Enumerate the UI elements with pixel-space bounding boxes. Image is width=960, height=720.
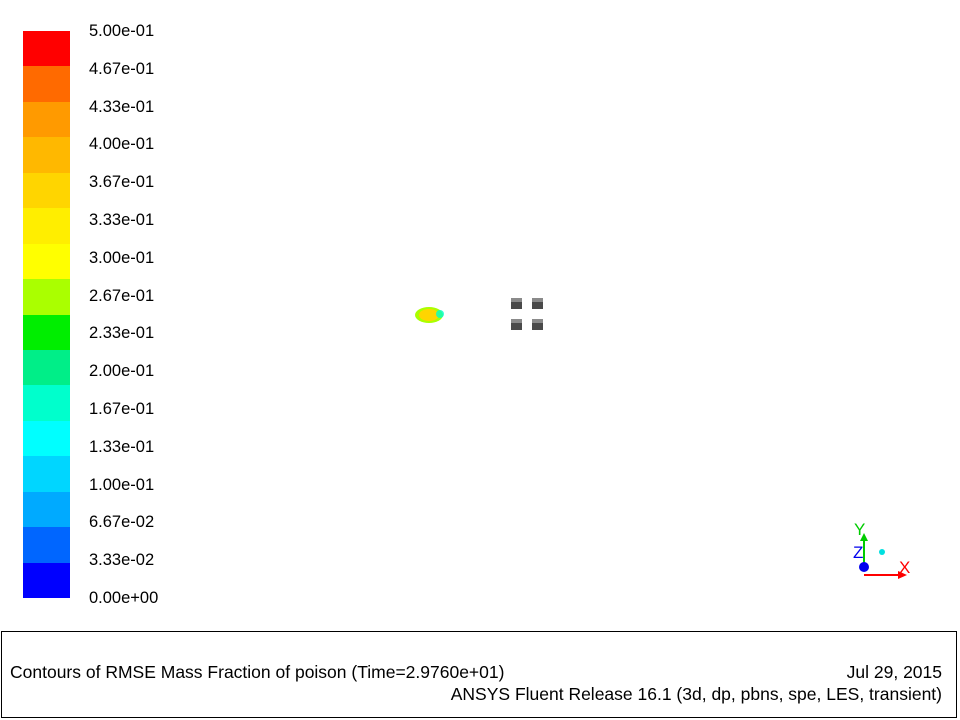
colormap-segment bbox=[23, 66, 70, 102]
plot-date: Jul 29, 2015 bbox=[846, 662, 942, 682]
colormap-tick-label: 5.00e-01 bbox=[89, 22, 155, 40]
obstacle-block-top bbox=[511, 298, 522, 302]
plume-contour bbox=[415, 307, 444, 323]
colormap-tick-label: 6.67e-02 bbox=[89, 513, 155, 532]
colormap-tick-label: 4.67e-01 bbox=[89, 59, 155, 78]
colormap-tick-label: 3.00e-01 bbox=[89, 248, 155, 267]
x-axis-arrowhead bbox=[898, 571, 907, 579]
colormap-segment bbox=[23, 349, 70, 386]
release-info: ANSYS Fluent Release 16.1 (3d, dp, pbns,… bbox=[450, 684, 942, 704]
colormap-tick-label: 2.00e-01 bbox=[89, 362, 155, 381]
colormap-tick-label: 2.67e-01 bbox=[89, 286, 155, 305]
colormap-tick-label: 4.00e-01 bbox=[89, 135, 155, 154]
z-axis-label: Z bbox=[853, 543, 863, 562]
colormap-segment bbox=[23, 279, 70, 315]
obstacle-block bbox=[511, 298, 522, 309]
z-axis-dot bbox=[859, 562, 869, 572]
obstacle-block bbox=[511, 319, 522, 330]
obstacle-block-top bbox=[511, 319, 522, 323]
colormap-segment bbox=[23, 172, 70, 209]
axis-triad: Y Z X bbox=[853, 520, 910, 579]
colormap-tick-label: 1.67e-01 bbox=[89, 400, 155, 418]
colormap-segment bbox=[23, 243, 70, 280]
y-axis-arrowhead bbox=[860, 533, 868, 541]
obstacle-block-top bbox=[532, 298, 543, 302]
colormap-legend bbox=[23, 31, 70, 598]
colormap-segment bbox=[23, 208, 70, 244]
plume-edge-contour bbox=[436, 310, 444, 318]
colormap-tick-label: 0.00e+00 bbox=[89, 589, 159, 607]
colormap-segment bbox=[23, 31, 70, 67]
colormap-tick-label: 1.00e-01 bbox=[89, 475, 155, 494]
obstacle-block bbox=[532, 319, 543, 330]
colormap-segment bbox=[23, 456, 70, 492]
obstacle-block bbox=[532, 298, 543, 309]
colormap-segment bbox=[23, 314, 70, 350]
x-axis-label: X bbox=[899, 558, 910, 577]
plume-inner-contour bbox=[419, 309, 439, 321]
y-axis-label: Y bbox=[854, 520, 865, 539]
colormap-tick-label: 2.33e-01 bbox=[89, 324, 155, 343]
colormap-segment bbox=[23, 385, 70, 421]
plot-title: Contours of RMSE Mass Fraction of poison… bbox=[10, 662, 505, 682]
colormap-tick-label: 1.33e-01 bbox=[89, 437, 155, 456]
colormap-segment bbox=[23, 420, 70, 457]
colormap-segment bbox=[23, 527, 70, 563]
colormap-segment bbox=[23, 491, 70, 528]
colormap-labels: 5.00e-01 4.67e-01 4.33e-01 4.00e-01 3.67e-01… bbox=[89, 0, 209, 620]
colormap-tick-label: 3.33e-01 bbox=[89, 211, 155, 229]
colormap-tick-label: 4.33e-01 bbox=[89, 97, 155, 116]
colormap-segment bbox=[23, 137, 70, 173]
colormap-tick-label: 3.33e-02 bbox=[89, 551, 155, 570]
obstacle-blocks bbox=[511, 298, 543, 330]
triad-origin-dot bbox=[879, 549, 885, 555]
colormap-tick-label: 3.67e-01 bbox=[89, 173, 155, 192]
obstacle-block-top bbox=[532, 319, 543, 323]
colormap-segment bbox=[23, 101, 70, 138]
colormap-segment bbox=[23, 562, 70, 598]
plot-footer: Contours of RMSE Mass Fraction of poison… bbox=[1, 631, 957, 718]
contour-scene[interactable]: Y Z X bbox=[0, 0, 960, 630]
